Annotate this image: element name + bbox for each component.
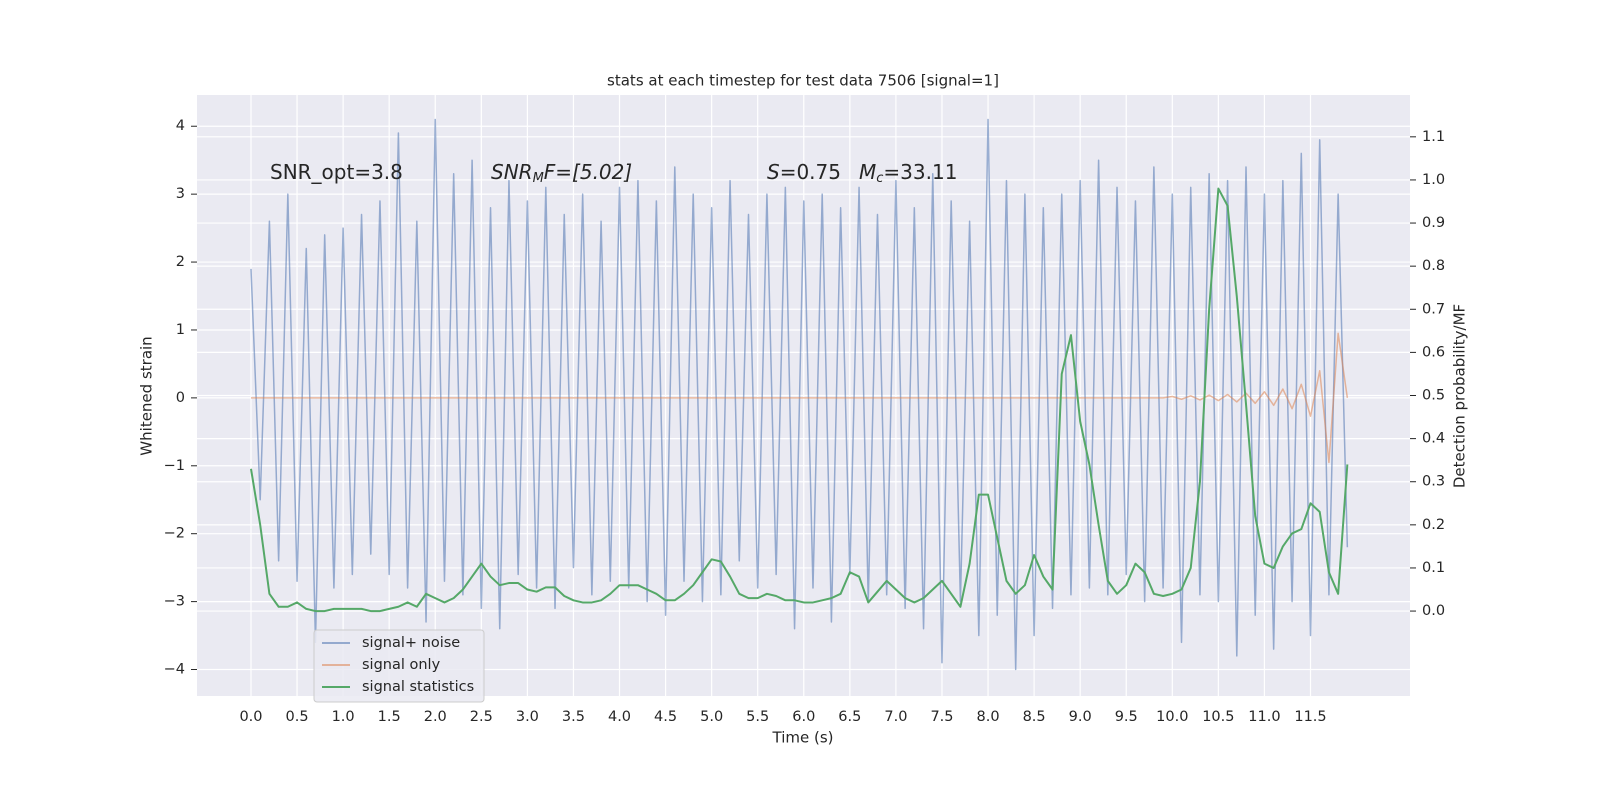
y-tick-label: 0 — [176, 390, 185, 406]
series-line — [250, 118, 1349, 671]
x-tick-label: 0.5 — [286, 709, 309, 725]
legend-label: signal+ noise — [362, 635, 460, 651]
y-tick-label: −3 — [164, 594, 185, 610]
x-tick-label: 2.5 — [470, 709, 493, 725]
annotation-subscript: c — [876, 171, 883, 186]
y2-tick-label: 0.2 — [1422, 517, 1445, 533]
annotation: SNR_opt=3.8 — [270, 160, 403, 184]
x-tick-label: 11.0 — [1248, 709, 1280, 725]
annotation-text: =33.11 — [883, 160, 957, 184]
legend-label: signal statistics — [362, 679, 474, 695]
x-tick-label: 4.5 — [654, 709, 677, 725]
x-tick-label: 2.0 — [424, 709, 447, 725]
x-tick-label: 3.0 — [516, 709, 539, 725]
y-tick-label: 2 — [176, 254, 185, 270]
y-tick-label: −4 — [164, 662, 185, 678]
x-tick-label: 5.5 — [746, 709, 769, 725]
y-tick-label: −1 — [164, 458, 185, 474]
x-tick-label: 5.0 — [700, 709, 723, 725]
y2-tick-label: 0.7 — [1422, 301, 1445, 317]
annotation-text: M — [859, 160, 876, 184]
y2-tick-label: 0.9 — [1422, 215, 1445, 231]
legend-label: signal only — [362, 657, 441, 673]
x-axis-label: Time (s) — [772, 729, 834, 747]
x-tick-label: 3.5 — [562, 709, 585, 725]
x-tick-label: 11.5 — [1294, 709, 1326, 725]
annotation-subscript: M — [533, 171, 544, 186]
y2-tick-label: 0.3 — [1422, 474, 1445, 490]
x-tick-label: 6.5 — [838, 709, 861, 725]
labels: 0.0 0.5 1.0 1.5 2.0 2.5 3.0 3.5 4.0 4.5 5.0 5.5 6.0 6… — [164, 118, 1445, 725]
y2-axis-label: Detection probability/MF — [1451, 304, 1469, 488]
annotation-text: =0.75 — [780, 160, 841, 184]
y2-tick-label: 1.0 — [1422, 172, 1445, 188]
x-tick-label: 4.0 — [608, 709, 631, 725]
y2-tick-label: 0.4 — [1422, 431, 1445, 447]
y2-tick-label: 1.1 — [1422, 129, 1445, 145]
marks — [250, 118, 1349, 671]
y2-tick-label: 0.0 — [1422, 603, 1445, 619]
annotation-text: S — [767, 160, 780, 184]
y-tick-label: 4 — [176, 118, 185, 134]
y-tick-label: 3 — [176, 186, 185, 202]
x-tick-label: 7.0 — [884, 709, 907, 725]
annotation-text: F=[5.02] — [544, 160, 632, 184]
x-tick-label: 10.0 — [1156, 709, 1188, 725]
x-tick-label: 9.5 — [1115, 709, 1138, 725]
annotation-text: SNR — [491, 160, 533, 184]
y-tick-label: −2 — [164, 526, 185, 542]
legend-box — [313, 629, 485, 703]
y2-tick-label: 0.6 — [1422, 344, 1445, 360]
annotation: S=0.75 Mc=33.11 — [767, 160, 957, 186]
series-line — [250, 332, 1349, 464]
x-tick-label: 8.5 — [1023, 709, 1046, 725]
x-tick-label: 0.0 — [239, 709, 262, 725]
series-line — [250, 187, 1349, 613]
x-tick-label: 8.0 — [977, 709, 1000, 725]
x-tick-label: 1.5 — [378, 709, 401, 725]
chart-title: stats at each timestep for test data 750… — [607, 72, 999, 90]
x-tick-label: 6.0 — [792, 709, 815, 725]
annotation: SNRMF=[5.02] — [491, 160, 632, 186]
annotation-text: SNR_opt=3.8 — [270, 160, 403, 184]
x-tick-label: 10.5 — [1202, 709, 1234, 725]
x-tick-label: 9.0 — [1069, 709, 1092, 725]
y2-tick-label: 0.5 — [1422, 388, 1445, 404]
y-tick-label: 1 — [176, 322, 185, 338]
y2-tick-label: 0.1 — [1422, 560, 1445, 576]
y2-tick-label: 0.8 — [1422, 258, 1445, 274]
x-tick-label: 7.5 — [930, 709, 953, 725]
legend: signal+ noise signal only signal statistic… — [313, 629, 485, 703]
y-axis-label: Whitened strain — [138, 336, 156, 455]
x-tick-label: 1.0 — [332, 709, 355, 725]
